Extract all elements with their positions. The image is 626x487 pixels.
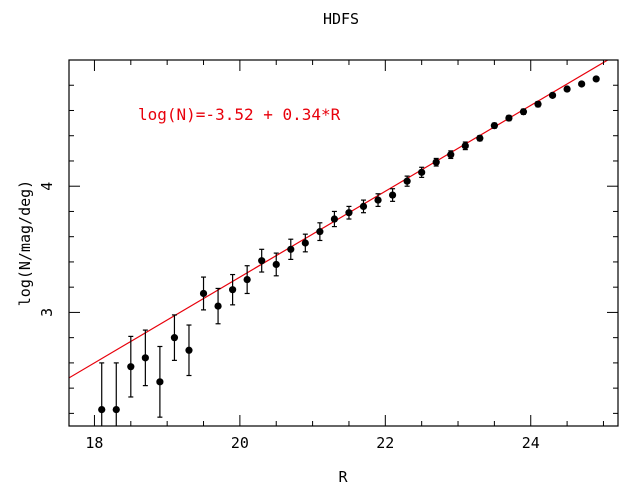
point-marker — [534, 100, 542, 108]
data-point — [156, 345, 164, 418]
data-point — [490, 122, 498, 130]
data-point — [243, 265, 251, 295]
point-marker — [476, 134, 484, 142]
data-point — [374, 193, 382, 207]
point-marker — [418, 168, 426, 176]
data-point — [301, 233, 309, 253]
data-point — [141, 329, 149, 387]
y-axis-label: log(N/mag/deg) — [16, 180, 34, 306]
data-point — [534, 100, 542, 108]
plot-frame — [68, 59, 619, 427]
point-marker — [229, 286, 237, 294]
data-point — [403, 175, 411, 187]
point-marker — [272, 260, 280, 269]
point-marker — [330, 215, 339, 223]
data-point — [519, 108, 528, 116]
point-marker — [258, 257, 266, 265]
data-point — [185, 324, 193, 377]
point-marker — [345, 209, 353, 217]
plot-area — [69, 60, 609, 426]
point-marker — [490, 122, 498, 130]
point-marker — [141, 354, 149, 362]
point-marker — [156, 378, 164, 386]
data-point — [229, 273, 237, 306]
data-point — [287, 238, 295, 261]
point-marker — [301, 239, 309, 247]
point-marker — [98, 405, 106, 414]
data-point — [199, 276, 208, 311]
point-marker — [447, 151, 455, 159]
point-marker — [170, 334, 179, 342]
point-marker — [127, 363, 135, 371]
data-point — [214, 287, 222, 325]
data-point — [418, 166, 426, 178]
point-marker — [214, 302, 222, 310]
y-tick-label: 3 — [38, 308, 56, 317]
data-point — [432, 157, 440, 167]
point-marker — [592, 75, 600, 83]
data-point — [98, 362, 106, 426]
data-point — [388, 188, 397, 202]
point-marker — [403, 177, 411, 185]
fit-line — [69, 60, 609, 379]
data-point — [330, 210, 339, 228]
data-point — [345, 205, 353, 220]
chart-title: HDFS — [323, 10, 359, 28]
point-marker — [505, 114, 513, 122]
point-marker — [432, 158, 440, 166]
data-point — [359, 199, 368, 214]
point-marker — [461, 142, 469, 150]
data-point — [592, 75, 600, 83]
data-point — [112, 362, 120, 426]
point-marker — [548, 91, 557, 99]
data-point — [476, 134, 484, 142]
data-point — [563, 85, 571, 93]
point-marker — [243, 276, 251, 284]
point-marker — [388, 191, 397, 199]
x-tick-label: 22 — [376, 434, 394, 452]
x-axis-label: R — [338, 468, 348, 486]
point-marker — [374, 196, 382, 204]
axis-ticks: 18 20 22 24 3 4 — [38, 59, 618, 452]
data-point — [316, 222, 324, 242]
x-tick-label: 24 — [522, 434, 540, 452]
data-point — [258, 248, 266, 273]
data-point — [170, 314, 179, 361]
point-marker — [519, 108, 528, 116]
point-marker — [199, 289, 208, 298]
data-point — [272, 252, 280, 277]
data-point — [505, 114, 513, 122]
point-marker — [578, 80, 586, 88]
data-point — [447, 150, 455, 160]
point-marker — [359, 202, 368, 210]
annotation: log(N)=-3.52 + 0.34*R — [138, 105, 341, 124]
x-tick-label: 20 — [231, 434, 249, 452]
x-tick-label: 18 — [85, 434, 103, 452]
point-marker — [316, 228, 324, 236]
point-marker — [287, 245, 295, 253]
point-marker — [185, 346, 193, 354]
data-point — [548, 91, 557, 99]
point-marker — [563, 85, 571, 93]
data-point — [578, 80, 586, 88]
y-tick-label: 4 — [38, 182, 56, 191]
data-point — [461, 141, 469, 151]
point-marker — [112, 405, 120, 414]
data-point — [127, 335, 135, 398]
